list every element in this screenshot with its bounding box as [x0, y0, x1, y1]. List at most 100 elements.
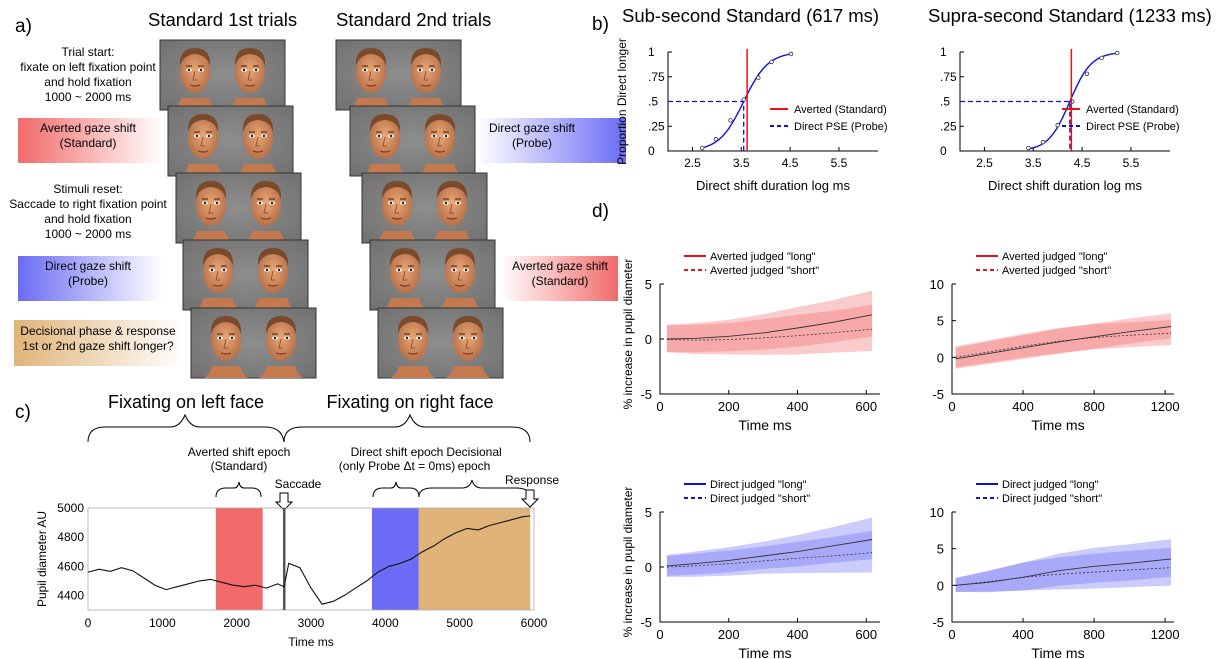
pupil-change-chart: -5050 200 400 600Time ms% increase in pupil…: [621, 479, 880, 659]
y-tick-label: 0: [645, 560, 652, 575]
y-tick-label: .5: [648, 95, 658, 109]
x-tick-label: 200: [718, 627, 740, 642]
panel-letter-d: d): [592, 201, 609, 222]
data-point: [770, 60, 774, 64]
data-point: [789, 52, 793, 56]
x-tick-label: 5000: [446, 616, 473, 630]
y-tick-label: 4400: [57, 588, 84, 602]
col-title-standard-1st: Standard 1st trials: [148, 9, 297, 30]
y-tick-label: .25: [648, 119, 665, 133]
panel-letter-c: c): [15, 402, 31, 423]
step-label-line: (Standard): [60, 136, 117, 150]
left-step-labels: Trial start:fixate on left fixation poin…: [9, 45, 184, 366]
x-tick-label: 3.5: [733, 156, 750, 170]
data-point: [1085, 72, 1089, 76]
pse-line: [668, 102, 744, 152]
x-tick-label: 600: [855, 627, 877, 642]
y-tick-label: 5: [937, 314, 944, 329]
y-tick-label: 4800: [57, 530, 84, 544]
legend-label: Averted judged "short": [1002, 265, 1111, 277]
data-point: [1027, 146, 1031, 150]
brace-left: [88, 415, 284, 442]
stimulus-frame: [176, 173, 301, 243]
x-axis-label: Direct shift duration log ms: [696, 178, 850, 193]
step-label-line: (Probe): [512, 136, 552, 150]
y-tick-label: 0: [937, 578, 944, 593]
chart-title: Supra-second Standard (1233 ms): [928, 5, 1212, 26]
y-tick-label: .75: [940, 70, 957, 84]
pupil-trace-chart: Fixating on left face Fixating on right …: [35, 392, 559, 649]
confidence-band: [667, 531, 872, 577]
stimulus-frame: [350, 106, 475, 176]
panel-letter-a: a): [15, 16, 32, 37]
x-axis-label: Time ms: [1031, 417, 1084, 433]
x-tick-label: 1000: [149, 616, 176, 630]
stimulus-frames: [160, 40, 503, 378]
legend-label: Averted judged "long": [710, 251, 816, 263]
epoch-label-line: epoch: [458, 459, 491, 473]
data-point: [700, 146, 704, 150]
data-point: [714, 137, 718, 141]
confidence-band: [667, 305, 872, 355]
x-tick-label: 5.5: [831, 156, 848, 170]
pupil-change-chart: -5050 200 400 600Time ms% increase in pupil…: [621, 251, 880, 433]
y-tick-label: 0: [937, 350, 944, 365]
step-label-line: Saccade to right fixation point: [9, 197, 167, 211]
brace-label-left: Fixating on left face: [108, 392, 264, 412]
psychometric-chart: Supra-second Standard (1233 ms)0.25.5.75…: [928, 5, 1212, 193]
x-axis-label: Time ms: [288, 635, 334, 649]
stimulus-frame: [191, 308, 316, 378]
y-axis-label: Pupil diameter AU: [35, 511, 49, 607]
step-label-line: Decisional phase & response: [20, 324, 176, 338]
legend-label: Averted (Standard): [1086, 104, 1179, 116]
step-label-line: (Standard): [532, 274, 589, 288]
x-tick-label: 0: [948, 399, 955, 414]
step-label-line: Stimuli reset:: [53, 182, 122, 196]
confidence-band: [956, 320, 1171, 367]
y-tick-label: 0: [648, 144, 655, 158]
stimulus-frame: [336, 40, 461, 110]
y-axis-label: % increase in pupil diameter: [621, 487, 635, 638]
x-tick-label: 4000: [372, 616, 399, 630]
epoch-label-line: (only Probe Δt = 0ms): [339, 459, 455, 473]
epoch-label-line: Averted shift epoch: [188, 445, 291, 459]
data-point: [1115, 51, 1119, 55]
brace-direct-epoch: [373, 482, 419, 497]
x-tick-label: 0: [656, 627, 663, 642]
step-label-line: Averted gaze shift: [512, 259, 609, 273]
saccade-label: Saccade: [275, 477, 322, 491]
data-point: [1041, 140, 1045, 144]
y-tick-label: 10: [930, 277, 944, 292]
x-axis-label: Time ms: [738, 645, 791, 659]
brace-averted-epoch: [216, 482, 261, 497]
x-axis-label: Direct shift duration log ms: [988, 178, 1142, 193]
step-label-line: 1000 ~ 2000 ms: [45, 90, 131, 104]
psychometric-chart: Sub-second Standard (617 ms) 0 .25 .5 .75 1 2.…: [615, 5, 888, 193]
panel-letter-b: b): [592, 14, 609, 35]
epoch-label-line: Decisional: [446, 445, 501, 459]
y-tick-label: -5: [932, 387, 944, 402]
x-tick-label: 0: [948, 627, 955, 642]
x-tick-label: 400: [787, 627, 809, 642]
brace-label-right: Fixating on right face: [326, 392, 493, 412]
legend-label: Averted judged "short": [710, 265, 819, 277]
axis-lines: [668, 52, 878, 151]
legend-label: Direct judged "long": [710, 479, 807, 491]
step-label-line: Trial start:: [62, 45, 115, 59]
epoch-band: [419, 508, 531, 610]
data-point: [742, 98, 746, 102]
x-tick-label: 4.5: [782, 156, 799, 170]
x-tick-label: 4.5: [1074, 156, 1091, 170]
y-tick-label: -5: [640, 387, 652, 402]
pupil-plot: 4400 4600 4800 5000 0 1000 2000 3000 4000 5000 600…: [35, 501, 548, 649]
legend-label: Direct PSE (Probe): [794, 121, 888, 133]
x-tick-label: 600: [855, 399, 877, 414]
x-tick-label: 0: [656, 399, 663, 414]
y-tick-label: .75: [648, 70, 665, 84]
x-tick-label: 400: [787, 399, 809, 414]
y-tick-label: 0: [645, 332, 652, 347]
data-point: [757, 76, 761, 80]
y-tick-label: 4600: [57, 559, 84, 573]
x-tick-label: 400: [1012, 627, 1034, 642]
